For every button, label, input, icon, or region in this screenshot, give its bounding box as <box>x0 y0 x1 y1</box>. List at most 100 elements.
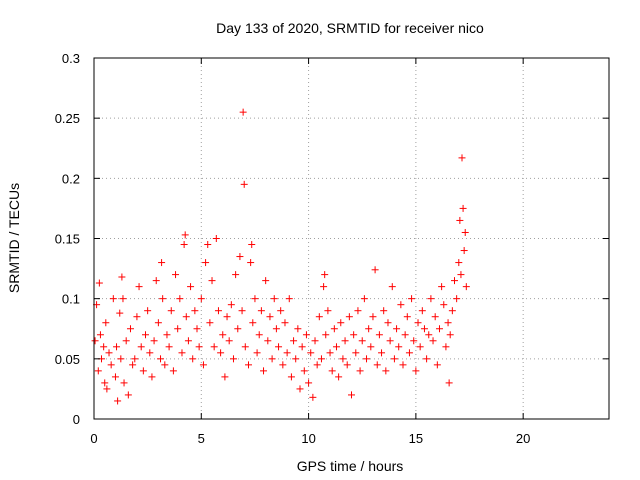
data-point <box>277 307 285 315</box>
data-point <box>208 277 216 285</box>
data-point <box>122 337 130 345</box>
x-tick-label: 20 <box>516 431 530 446</box>
data-point <box>321 271 329 279</box>
data-point <box>133 313 141 321</box>
y-tick-label: 0.05 <box>55 352 80 367</box>
y-tick-label: 0.3 <box>62 51 80 66</box>
data-point <box>137 343 145 351</box>
plot-frame <box>93 57 610 420</box>
data-point <box>279 361 287 369</box>
data-point <box>446 331 454 339</box>
data-point <box>427 295 435 303</box>
data-point <box>204 241 212 249</box>
data-point <box>167 307 175 315</box>
data-point <box>199 361 207 369</box>
data-point <box>294 325 302 333</box>
data-point <box>109 295 117 303</box>
data-point <box>459 204 467 212</box>
y-tick-label: 0.15 <box>55 232 80 247</box>
data-point <box>438 283 446 291</box>
x-tick-label: 10 <box>301 431 315 446</box>
data-point <box>309 393 317 401</box>
data-point <box>247 259 255 267</box>
data-point <box>311 337 319 345</box>
data-point <box>324 307 332 315</box>
data-point <box>91 337 99 345</box>
data-point <box>363 355 371 363</box>
y-axis-label: SRMTID / TECUs <box>6 183 22 293</box>
data-point <box>302 331 310 339</box>
data-point <box>460 247 468 255</box>
data-point <box>328 367 336 375</box>
data-point <box>360 295 368 303</box>
data-point <box>330 325 338 333</box>
data-point <box>287 373 295 381</box>
points-layer <box>91 108 470 405</box>
data-point <box>114 397 122 405</box>
data-point <box>214 307 222 315</box>
x-tick-label: 0 <box>90 431 97 446</box>
data-point <box>113 343 121 351</box>
data-point <box>240 180 248 188</box>
data-point <box>367 343 375 351</box>
data-point <box>435 325 443 333</box>
data-point <box>251 295 259 303</box>
data-point <box>416 343 424 351</box>
data-point <box>248 241 256 249</box>
data-point <box>348 391 355 399</box>
chart-title: Day 133 of 2020, SRMTID for receiver nic… <box>216 20 484 36</box>
data-point <box>206 319 214 327</box>
data-point <box>339 355 347 363</box>
data-point <box>373 361 381 369</box>
data-point <box>139 367 147 375</box>
data-point <box>181 231 189 239</box>
data-point <box>195 343 203 351</box>
data-point <box>95 279 103 287</box>
data-point <box>124 391 132 399</box>
data-point <box>401 331 409 339</box>
data-point <box>142 331 149 339</box>
data-point <box>107 361 115 369</box>
data-point <box>169 367 177 375</box>
data-point <box>382 367 390 375</box>
data-point <box>154 319 162 327</box>
data-point <box>378 349 386 357</box>
y-tick-label: 0.25 <box>55 111 80 126</box>
data-point <box>458 154 466 162</box>
data-point <box>262 277 270 285</box>
data-point <box>266 313 274 321</box>
data-point <box>429 337 437 345</box>
data-point <box>414 319 422 327</box>
data-point <box>326 349 334 357</box>
data-point <box>238 307 246 315</box>
data-point <box>174 325 182 333</box>
data-point <box>461 228 469 236</box>
data-point <box>260 367 268 375</box>
data-point <box>100 343 108 351</box>
data-point <box>456 216 464 224</box>
data-point <box>184 337 192 345</box>
data-point <box>283 349 291 357</box>
data-point <box>249 319 257 327</box>
data-point <box>148 373 156 381</box>
data-point <box>335 373 343 381</box>
data-point <box>212 235 220 242</box>
data-point <box>397 301 405 309</box>
data-point <box>462 283 470 291</box>
data-point <box>390 355 398 363</box>
data-point <box>272 325 280 333</box>
data-point <box>129 361 137 369</box>
data-point <box>320 283 328 291</box>
data-point <box>187 283 195 291</box>
data-point <box>253 349 261 357</box>
data-point <box>159 295 167 303</box>
data-point <box>290 337 298 345</box>
data-point <box>202 259 210 267</box>
data-point <box>236 253 244 261</box>
y-tick-label: 0 <box>73 412 80 427</box>
data-point <box>275 343 283 351</box>
data-point <box>350 331 358 339</box>
data-point <box>197 295 205 303</box>
data-point <box>245 361 252 369</box>
data-point <box>358 337 366 345</box>
